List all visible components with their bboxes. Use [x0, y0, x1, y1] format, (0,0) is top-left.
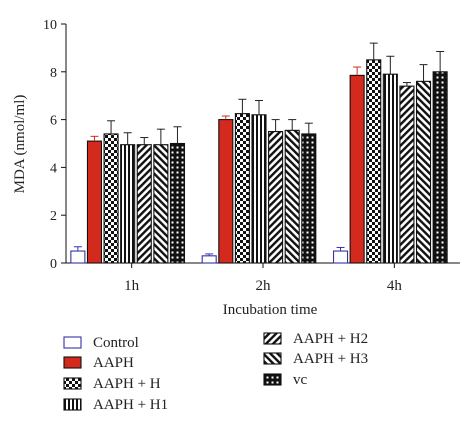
bar-aaph-h-2h	[234, 113, 250, 264]
bar-control-1h	[70, 250, 86, 264]
legend-label: AAPH + H1	[93, 397, 168, 413]
bar-vc-2h	[301, 133, 317, 264]
bar-aaph-h-1h	[103, 133, 119, 264]
y-tick-label: 4	[50, 161, 57, 176]
legend-label: AAPH + H3	[293, 351, 368, 367]
bar-control-4h	[332, 250, 349, 264]
bar-aaph-h2-2h	[268, 131, 284, 264]
legend-swatch	[263, 352, 282, 365]
y-ticks: 0 2 4 6 8 10	[43, 18, 66, 272]
bar-aaph-h3-2h	[284, 129, 300, 264]
bar-vc-1h	[169, 142, 186, 264]
legend-label: AAPH + H2	[293, 331, 368, 347]
legend-swatch	[63, 377, 82, 390]
x-axis-label: Incubation time	[223, 302, 318, 318]
bar-aaph-h3-1h	[153, 144, 169, 264]
bar-aaph-h3-4h	[415, 80, 432, 264]
bar-aaph-h1-1h	[120, 144, 136, 264]
x-tick-label: 1h	[124, 278, 140, 294]
bar-aaph-1h	[86, 140, 103, 264]
legend-label: AAPH	[93, 355, 134, 371]
y-tick-label: 8	[50, 66, 57, 81]
x-tick-label: 4h	[387, 278, 403, 294]
y-tick-label: 2	[50, 209, 57, 224]
y-axis-label: MDA (nmol/ml)	[12, 95, 28, 194]
legend-swatch	[63, 336, 82, 349]
bar-aaph-h1-2h	[251, 114, 267, 264]
bar-aaph-h2-1h	[136, 144, 152, 264]
bar-aaph-h2-4h	[399, 85, 415, 264]
bar-aaph-h1-4h	[382, 73, 398, 264]
legend-label: AAPH + H	[93, 376, 161, 392]
bar-control-2h	[201, 255, 217, 264]
bar-aaph-2h	[218, 119, 234, 264]
legend-label: vc	[293, 372, 308, 388]
legend-label: Control	[93, 335, 139, 351]
legend-swatch	[263, 332, 282, 345]
bar-vc-4h	[432, 71, 448, 264]
y-tick-label: 10	[43, 18, 57, 33]
legend-swatch	[63, 356, 82, 369]
bar-aaph-4h	[349, 74, 365, 264]
bars	[70, 42, 448, 264]
legend-swatch	[263, 373, 282, 386]
legend-swatch	[63, 398, 82, 411]
y-tick-label: 0	[50, 257, 57, 272]
bar-aaph-h-4h	[366, 59, 382, 264]
x-ticks: 1h 2h 4h	[124, 263, 402, 294]
y-tick-label: 6	[50, 114, 57, 129]
x-tick-label: 2h	[256, 278, 272, 294]
legend: Control AAPH AAPH + H AAPH + H1 AAPH + H2 AAP…	[63, 331, 368, 413]
